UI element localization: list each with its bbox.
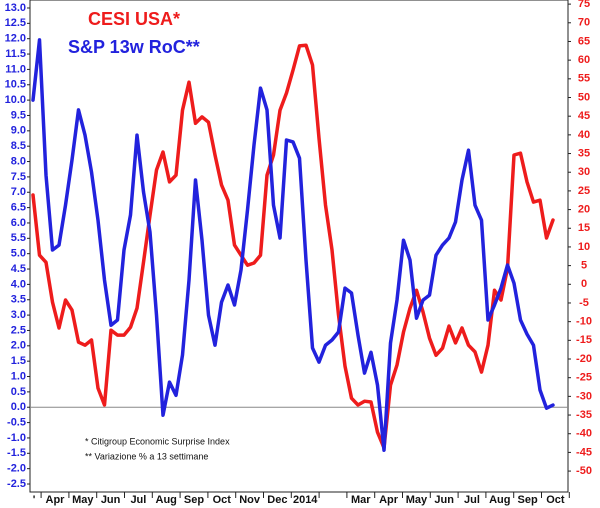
x-tick-label: Aug — [489, 494, 510, 506]
y-tick-label: 6.0 — [11, 217, 26, 229]
y-tick-label: 10.5 — [5, 79, 26, 91]
y2-tick-label: 5 — [581, 260, 587, 272]
y-tick-label: 8.0 — [11, 155, 26, 167]
annotation: * Citigroup Economic Surprise Index — [85, 436, 230, 446]
y-tick-label: 1.0 — [11, 370, 26, 382]
plot-frame — [29, 0, 569, 493]
y-tick-label: 5.0 — [11, 248, 26, 260]
x-tick-label: Jun — [434, 494, 454, 506]
y2-tick-label: 45 — [578, 110, 590, 122]
y2-tick-label: -30 — [576, 390, 592, 402]
y-tick-label: 0.5 — [11, 386, 26, 398]
chart-subtitle: S&P 13w RoC** — [68, 37, 200, 57]
line-series — [31, 38, 555, 452]
x-tick-label: Aug — [156, 494, 177, 506]
y-tick-label: 4.0 — [11, 278, 26, 290]
y-tick-label: 12.5 — [5, 17, 26, 29]
y2-tick-label: 25 — [578, 185, 590, 197]
y-tick-label: -1.0 — [7, 432, 26, 444]
y-tick-label: 10.0 — [5, 94, 26, 106]
y2-tick-label: -45 — [576, 446, 592, 458]
x-tick-label: May — [406, 494, 428, 506]
y-tick-label: 6.5 — [11, 202, 26, 214]
x-tick-label: Apr — [379, 494, 399, 506]
y-tick-label: 11.0 — [5, 63, 26, 75]
x-tick-label: 2014 — [293, 494, 318, 506]
x-tick-label: Jun — [101, 494, 121, 506]
x-tick-label: Oct — [213, 494, 232, 506]
y2-tick-label: -10 — [576, 316, 592, 328]
y-tick-label: 13.0 — [5, 2, 26, 14]
y2-tick-label: -25 — [576, 372, 592, 384]
y2-tick-label: 60 — [578, 54, 590, 66]
x-tick-label: Sep — [518, 494, 538, 506]
y-tick-label: -0.5 — [7, 416, 26, 428]
y2-tick-label: 15 — [578, 222, 590, 234]
y-tick-label: 7.0 — [11, 186, 26, 198]
x-tick-label: Dec — [267, 494, 287, 506]
y2-tick-label: -50 — [576, 465, 592, 477]
y2-tick-label: 40 — [578, 129, 590, 141]
x-tick-label: Sep — [184, 494, 204, 506]
y-tick-label: 2.5 — [11, 324, 26, 336]
x-tick-label: Mar — [351, 494, 371, 506]
y2-tick-label: 50 — [578, 91, 590, 103]
x-tick-label: ' — [33, 494, 36, 506]
y-tick-label: 0.0 — [11, 401, 26, 413]
x-tick-label: Jul — [130, 494, 146, 506]
annotation: ** Variazione % a 13 settimane — [85, 451, 208, 461]
y2-tick-label: 75 — [578, 0, 590, 10]
y2-tick-label: 30 — [578, 166, 590, 178]
y-tick-label: 9.5 — [11, 109, 26, 121]
y-tick-label: -1.5 — [7, 447, 26, 459]
y-tick-label: -2.0 — [7, 463, 26, 475]
y-tick-label: 3.0 — [11, 309, 26, 321]
x-tick-label: Nov — [239, 494, 261, 506]
x-tick-label: May — [72, 494, 94, 506]
y-tick-label: 9.0 — [11, 125, 26, 137]
y-tick-label: 5.5 — [11, 232, 26, 244]
y-tick-label: 7.5 — [11, 171, 26, 183]
marks — [30, 38, 568, 452]
y2-tick-label: -15 — [576, 334, 592, 346]
x-tick-label: Jul — [464, 494, 480, 506]
y-tick-label: 2.0 — [11, 340, 26, 352]
y2-tick-label: -40 — [576, 428, 592, 440]
y-tick-label: 8.5 — [11, 140, 26, 152]
y-tick-label: 4.5 — [11, 263, 26, 275]
y2-tick-label: 10 — [578, 241, 590, 253]
y2-tick-label: 70 — [578, 17, 590, 29]
x-tick-label: Apr — [46, 494, 66, 506]
y2-tick-label: 0 — [581, 278, 587, 290]
y2-tick-label: 55 — [578, 73, 590, 85]
x-tick-label: Oct — [546, 494, 565, 506]
y2-tick-label: -20 — [576, 353, 592, 365]
y2-tick-label: 35 — [578, 147, 590, 159]
y2-tick-label: -35 — [576, 409, 592, 421]
y-tick-label: 3.5 — [11, 294, 26, 306]
y-tick-label: 11.5 — [5, 48, 26, 60]
y2-tick-label: -5 — [579, 297, 589, 309]
line-series — [31, 43, 555, 450]
y-tick-label: 1.5 — [11, 355, 26, 367]
y-tick-label: -2.5 — [7, 478, 26, 490]
chart-title: CESI USA* — [88, 9, 180, 29]
y2-tick-label: 20 — [578, 203, 590, 215]
y2-tick-label: 65 — [578, 35, 590, 47]
y-tick-label: 12.0 — [5, 33, 26, 45]
